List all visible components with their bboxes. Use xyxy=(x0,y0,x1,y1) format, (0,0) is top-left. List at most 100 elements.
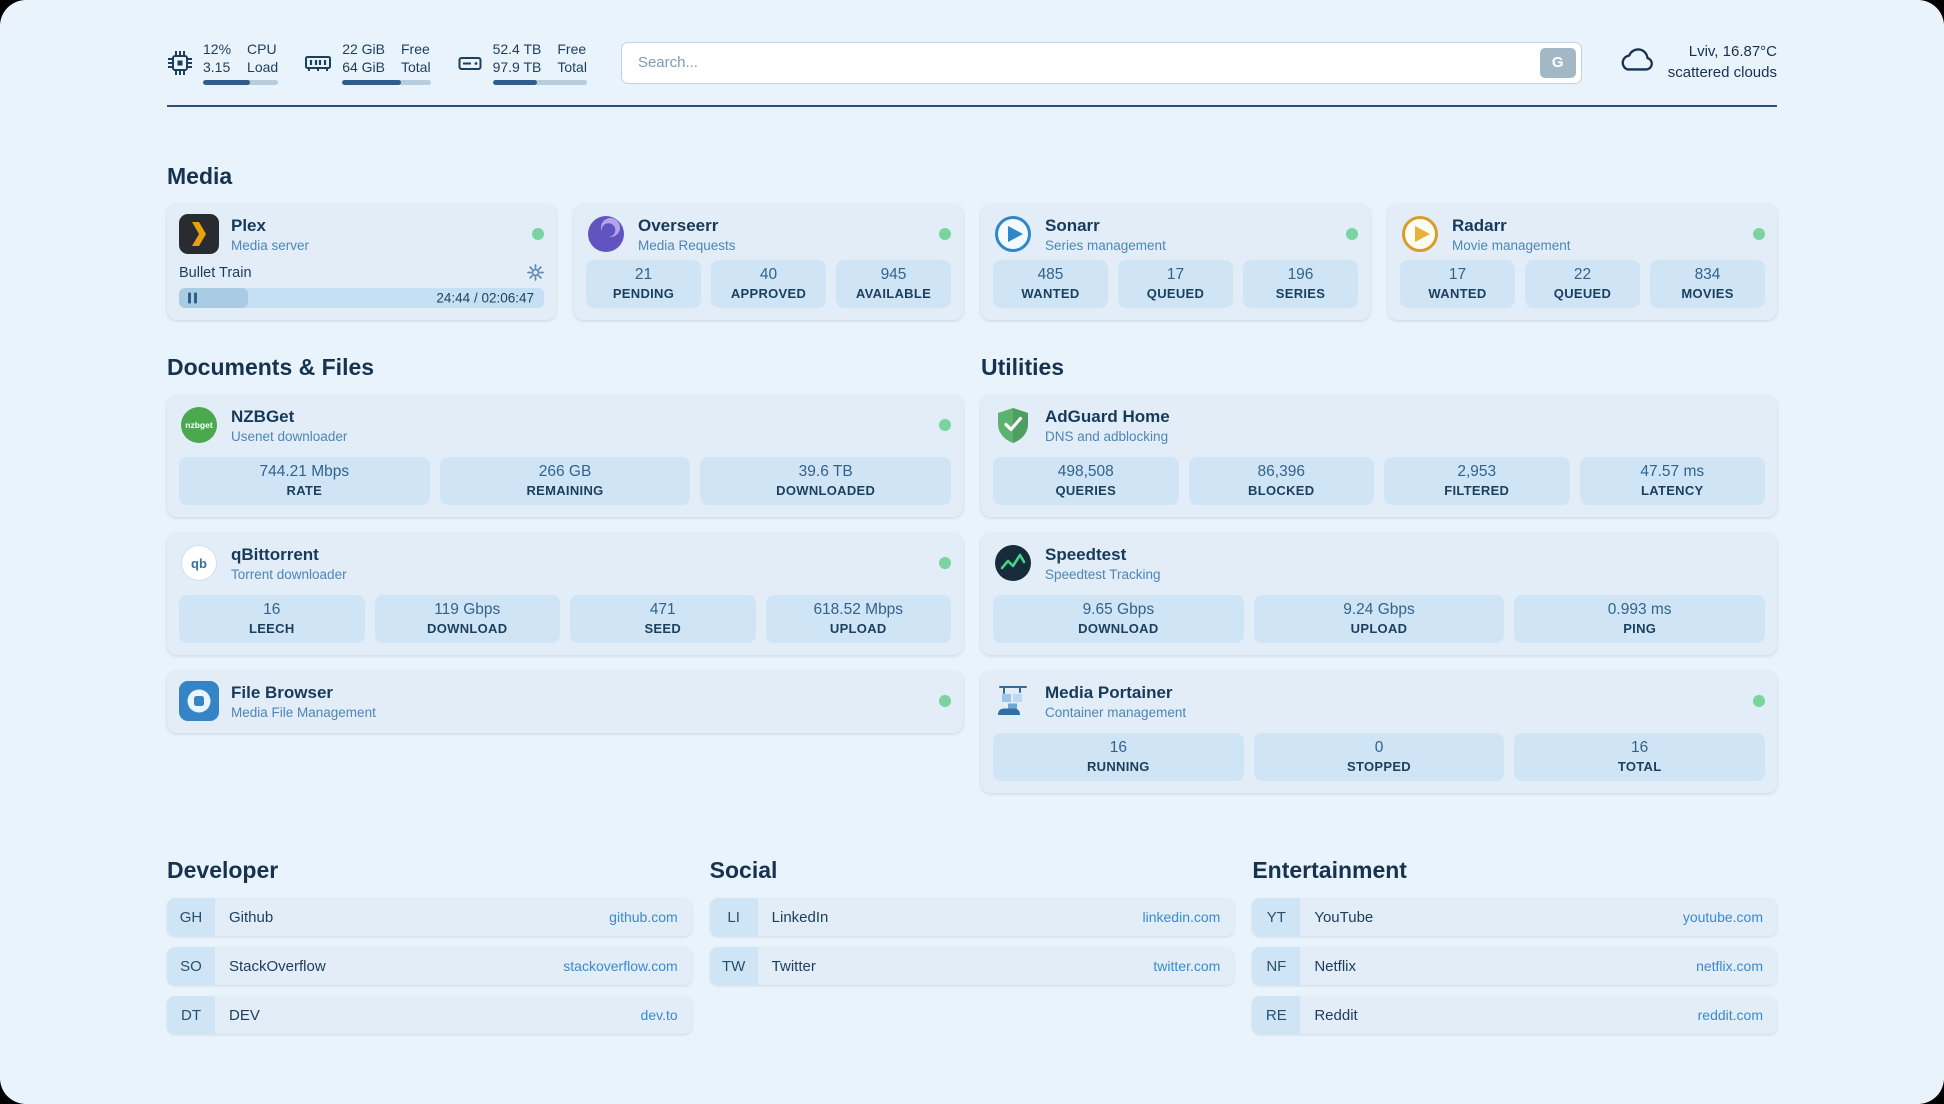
cpu-widget: 12% 3.15 CPU Load xyxy=(167,40,279,86)
stat-box: 17 WANTED xyxy=(1400,260,1515,309)
service-link-overseerr[interactable]: Overseerr Media Requests xyxy=(586,214,951,254)
service-name: Speedtest xyxy=(1045,544,1127,564)
service-link-radarr[interactable]: Radarr Movie management xyxy=(1400,214,1765,254)
utilities-section-title: Utilities xyxy=(981,354,1065,381)
bookmark-youtube[interactable]: YT YouTube youtube.com xyxy=(1252,898,1777,937)
service-link-portainer[interactable]: Media Portainer Container management xyxy=(993,681,1765,721)
service-card-speedtest: Speedtest Speedtest Tracking 9.65 Gbps D… xyxy=(981,533,1777,656)
service-link-nzbget[interactable]: nzbget NZBGet Usenet downloader xyxy=(179,405,951,445)
disk-free-value: 52.4 TB xyxy=(492,41,542,57)
stat-value: 40 xyxy=(759,266,778,284)
nzbget-icon: nzbget xyxy=(179,405,219,445)
status-online-dot xyxy=(939,419,951,432)
stat-box: 744.21 Mbps RATE xyxy=(179,457,430,506)
disk-widget: 52.4 TB 97.9 TB Free Total xyxy=(457,40,587,86)
stat-value: 22 xyxy=(1573,266,1592,284)
stat-value: 266 GB xyxy=(538,463,592,481)
bookmark-url: reddit.com xyxy=(1697,1007,1763,1024)
stat-value: 0.993 ms xyxy=(1607,601,1672,619)
adguard-icon xyxy=(993,405,1033,445)
service-card-qbittorrent: qb qBittorrent Torrent downloader 16 LEE… xyxy=(167,533,963,656)
gear-icon[interactable] xyxy=(527,264,544,282)
status-online-dot xyxy=(1753,228,1765,241)
service-name: File Browser xyxy=(231,682,334,702)
service-card-plex: Plex Media server Bullet Train xyxy=(167,204,556,321)
bookmark-twitter[interactable]: TW Twitter twitter.com xyxy=(709,947,1235,986)
portainer-stats: 16 RUNNING 0 STOPPED 16 TOTAL xyxy=(993,733,1766,782)
cloud-icon xyxy=(1616,44,1658,81)
cpu-progress-fill xyxy=(203,80,250,86)
status-online-dot xyxy=(1346,228,1358,241)
status-online-dot xyxy=(1753,695,1765,708)
bookmark-name: Netflix xyxy=(1314,957,1357,975)
svg-text:qb: qb xyxy=(191,556,207,571)
bookmark-name: Github xyxy=(229,908,274,926)
stat-value: 744.21 Mbps xyxy=(259,463,350,481)
memory-progress-track xyxy=(342,80,431,86)
service-link-plex[interactable]: Plex Media server xyxy=(179,214,544,255)
service-link-adguard[interactable]: AdGuard Home DNS and adblocking xyxy=(993,405,1765,445)
service-link-qbittorrent[interactable]: qb qBittorrent Torrent downloader xyxy=(179,543,951,583)
service-desc: Media File Management xyxy=(231,704,376,720)
bookmark-url: stackoverflow.com xyxy=(563,958,678,975)
bookmark-stackoverflow[interactable]: SO StackOverflow stackoverflow.com xyxy=(167,947,692,986)
search-provider-button[interactable]: G xyxy=(1539,47,1576,78)
memory-progress-fill xyxy=(342,80,401,86)
topbar: 12% 3.15 CPU Load xyxy=(167,40,1777,86)
bookmark-name: DEV xyxy=(229,1006,260,1024)
weather-condition: scattered clouds xyxy=(1667,63,1777,81)
stat-value: 119 Gbps xyxy=(434,601,501,619)
service-link-filebrowser[interactable]: File Browser Media File Management xyxy=(179,681,951,722)
bookmark-url: dev.to xyxy=(640,1007,678,1024)
service-card-overseerr: Overseerr Media Requests 21 PENDING 40 A… xyxy=(574,204,963,321)
disk-values: 52.4 TB 97.9 TB xyxy=(493,40,542,76)
memory-icon xyxy=(304,50,332,76)
memory-free-value: 22 GiB xyxy=(342,41,385,57)
stat-box: 834 MOVIES xyxy=(1650,260,1765,309)
bookmark-name: Reddit xyxy=(1314,1006,1358,1024)
bookmark-abbr: YT xyxy=(1252,898,1301,937)
media-section-title: Media xyxy=(167,163,233,190)
stat-box: 86,396 BLOCKED xyxy=(1188,457,1374,506)
bookmark-linkedin[interactable]: LI LinkedIn linkedin.com xyxy=(709,898,1235,937)
stat-label: REMAINING xyxy=(526,483,604,499)
disk-progress-fill xyxy=(492,80,537,86)
bookmark-github[interactable]: GH Github github.com xyxy=(167,898,692,937)
qbittorrent-stats: 16 LEECH 119 Gbps DOWNLOAD 471 SEED 61 xyxy=(179,595,951,644)
service-card-portainer: Media Portainer Container management 16 … xyxy=(981,671,1777,794)
entertainment-section-title: Entertainment xyxy=(1252,857,1407,884)
search-input[interactable] xyxy=(620,41,1582,84)
service-name: Sonarr xyxy=(1045,215,1100,235)
bookmark-abbr: TW xyxy=(709,947,758,986)
service-desc: Speedtest Tracking xyxy=(1045,566,1161,582)
now-playing-title: Bullet Train xyxy=(179,264,252,281)
stat-value: 498,508 xyxy=(1057,463,1114,481)
bookmark-reddit[interactable]: RE Reddit reddit.com xyxy=(1252,996,1777,1035)
bookmark-dev[interactable]: DT DEV dev.to xyxy=(167,996,692,1035)
service-card-sonarr: Sonarr Series management 485 WANTED 17 Q… xyxy=(981,204,1370,321)
stat-box: 471 SEED xyxy=(570,595,756,644)
section-documents: Documents & Files nzbget NZBGet Usenet d… xyxy=(167,354,963,734)
stat-box: 945 AVAILABLE xyxy=(836,260,951,309)
bookmark-abbr: RE xyxy=(1252,996,1301,1035)
service-card-filebrowser: File Browser Media File Management xyxy=(167,671,963,734)
status-online-dot xyxy=(939,557,951,570)
service-desc: DNS and adblocking xyxy=(1045,428,1169,444)
stat-box: 9.65 Gbps DOWNLOAD xyxy=(993,595,1244,644)
stat-value: 945 xyxy=(880,266,907,284)
service-name: Plex xyxy=(231,215,266,235)
playback-time: 24:44 / 02:06:47 xyxy=(436,290,534,306)
bookmark-abbr: GH xyxy=(167,898,215,937)
service-link-sonarr[interactable]: Sonarr Series management xyxy=(993,214,1358,254)
bookmark-netflix[interactable]: NF Netflix netflix.com xyxy=(1252,947,1777,986)
bookmark-abbr: NF xyxy=(1252,947,1301,986)
stat-value: 618.52 Mbps xyxy=(813,601,904,619)
stat-label: PENDING xyxy=(612,286,675,302)
free-label: Free xyxy=(401,41,430,57)
stat-value: 16 xyxy=(1631,739,1649,757)
stat-value: 21 xyxy=(634,266,653,284)
stat-label: UPLOAD xyxy=(829,621,887,637)
memory-values: 22 GiB 64 GiB xyxy=(342,40,385,76)
stat-value: 196 xyxy=(1287,266,1314,284)
service-link-speedtest[interactable]: Speedtest Speedtest Tracking xyxy=(993,543,1765,583)
